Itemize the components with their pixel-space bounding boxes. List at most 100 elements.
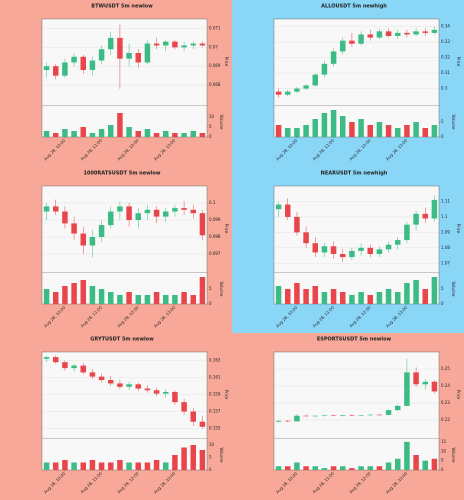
candle-body xyxy=(89,372,96,377)
volume-tick-label: 5 xyxy=(209,286,212,291)
volume-bar xyxy=(62,286,68,304)
volume-bar xyxy=(98,129,105,137)
volume-tick-label: 0 xyxy=(441,301,444,306)
candle-body xyxy=(340,40,346,52)
price-axis-label: Price xyxy=(456,224,461,234)
plot-area xyxy=(273,351,440,471)
volume-bar xyxy=(404,125,410,137)
y-tick-label: 0.07 xyxy=(209,44,218,49)
y-tick-label: 1.08 xyxy=(441,245,450,250)
volume-bar xyxy=(126,292,132,304)
candle-body xyxy=(190,209,196,214)
volume-bar xyxy=(321,113,328,137)
candle-body xyxy=(321,415,328,416)
candle-body xyxy=(275,420,282,422)
candle-body xyxy=(358,415,364,416)
candle-body xyxy=(117,206,123,212)
volume-bar xyxy=(89,286,96,304)
candle-body xyxy=(395,405,401,411)
candle-body xyxy=(126,53,132,59)
volume-bar xyxy=(71,283,77,304)
volume-bar xyxy=(422,460,428,470)
candle-body xyxy=(349,415,355,416)
y-tick-label: 0.3 xyxy=(441,86,448,91)
candle-body xyxy=(181,208,187,210)
y-tick-label: 0.098 xyxy=(209,234,221,239)
candle-body xyxy=(135,213,141,220)
candle-body xyxy=(312,415,318,417)
candle-body xyxy=(98,225,105,237)
candle-body xyxy=(422,213,428,219)
volume-bar xyxy=(163,131,169,137)
volume-bar xyxy=(340,116,346,137)
volume-tick-label: 10 xyxy=(209,442,215,447)
volume-bar xyxy=(303,466,309,470)
volume-bar xyxy=(294,462,300,470)
candle-body xyxy=(385,244,392,250)
candle-body xyxy=(367,247,373,254)
candle-body xyxy=(43,357,50,359)
y-tick-label: 0.1 xyxy=(209,200,216,205)
y-tick-label: 0.33 xyxy=(441,39,450,44)
candle-body xyxy=(294,415,300,422)
volume-axis-label: Volume xyxy=(219,448,224,463)
candle-body xyxy=(431,199,438,219)
candle-body xyxy=(199,213,206,236)
volume-bar xyxy=(330,466,337,470)
y-tick-label: 1.07 xyxy=(441,260,450,265)
y-tick-label: 1.1 xyxy=(441,214,448,219)
chart-title: ALLOUSDT 5m newhigh xyxy=(321,4,387,10)
volume-bar xyxy=(135,295,141,304)
candle-body xyxy=(80,233,86,246)
volume-bar xyxy=(153,292,160,304)
y-tick-label: 0.23 xyxy=(441,400,450,405)
volume-bar xyxy=(117,460,123,470)
plot-area xyxy=(273,18,440,138)
volume-bar xyxy=(71,131,77,137)
y-tick-label: 0.25 xyxy=(441,366,450,371)
chart-title: NEARUSDT 5m newhigh xyxy=(321,171,388,177)
candle-body xyxy=(275,91,282,95)
volume-bar xyxy=(367,295,373,304)
volume-bar xyxy=(62,460,68,470)
volume-bar xyxy=(294,283,300,304)
y-tick-label: 0.22 xyxy=(441,417,450,422)
volume-bar xyxy=(395,292,401,304)
volume-bar xyxy=(80,127,86,137)
candle-body xyxy=(330,246,337,254)
candle-body xyxy=(117,383,123,387)
chart-title: GRYTUSDT 5m newlow xyxy=(90,337,154,343)
volume-bar xyxy=(153,133,160,137)
volume-bar xyxy=(285,289,291,304)
volume-bar xyxy=(376,466,383,470)
candle-body xyxy=(303,415,309,417)
candle-body xyxy=(190,411,196,422)
candle-body xyxy=(71,223,77,234)
candle-body xyxy=(367,414,373,416)
candle-body xyxy=(312,243,318,253)
candle-body xyxy=(404,224,410,241)
volume-bar xyxy=(294,128,300,137)
candle-body xyxy=(385,31,392,36)
volume-bar xyxy=(172,133,178,137)
volume-bar xyxy=(144,462,151,470)
volume-tick-label: 0 xyxy=(209,301,212,306)
candle-body xyxy=(422,381,428,385)
chart-title: BTWUSDT 5m newlow xyxy=(91,4,153,10)
candle-body xyxy=(135,384,141,389)
volume-bar xyxy=(376,122,383,137)
volume-axis-label: Volume xyxy=(451,448,456,463)
candle-body xyxy=(321,63,328,75)
candle-body xyxy=(385,410,392,415)
candle-body xyxy=(172,208,178,212)
volume-bar xyxy=(285,466,291,470)
candle-body xyxy=(422,31,428,33)
volume-bar xyxy=(62,129,68,137)
candle-body xyxy=(53,66,59,76)
volume-bar xyxy=(71,462,77,470)
candle-body xyxy=(80,56,86,70)
volume-tick-label: 5 xyxy=(209,455,212,460)
candle-body xyxy=(349,250,355,258)
y-tick-label: 0.31 xyxy=(441,70,450,75)
candle-body xyxy=(53,357,59,363)
